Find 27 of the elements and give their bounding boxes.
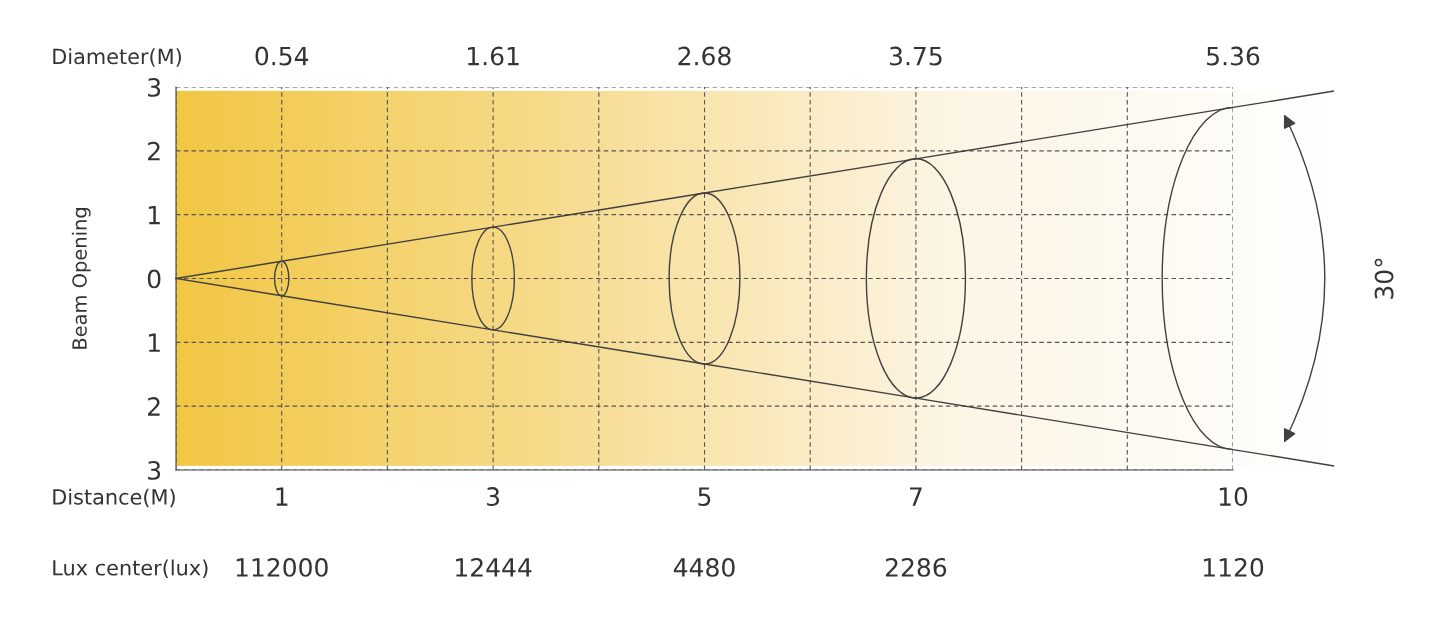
text: 0.54 — [255, 46, 309, 66]
text: 3.75 — [889, 46, 942, 66]
x-tick-label: 10 — [1219, 487, 1248, 507]
y-axis-title: Beam Opening — [71, 208, 91, 349]
y-tick-label: 1 — [148, 333, 160, 352]
x-tick-label: 5 — [698, 487, 711, 507]
x-axis-title: Distance(M) — [53, 488, 175, 508]
text: 1.61 — [468, 46, 519, 66]
y-tick-label: 3 — [148, 460, 161, 480]
x-tick-label: 3 — [487, 487, 500, 507]
text: 12444 — [456, 557, 532, 577]
x-tick-label: 1 — [276, 487, 288, 506]
text: 2286 — [885, 557, 947, 577]
text: 2.68 — [678, 46, 731, 66]
y-tick-label: 3 — [148, 77, 161, 97]
text: Diameter(M) — [53, 48, 181, 67]
text: 5.36 — [1207, 46, 1260, 66]
text: Lux center(lux) — [53, 559, 208, 579]
text: 30° — [1374, 258, 1394, 299]
y-tick-label: 1 — [148, 205, 160, 225]
y-tick-label: 0 — [147, 269, 161, 289]
text: 112000 — [236, 557, 328, 577]
x-tick-label: 7 — [910, 487, 922, 506]
text: 4480 — [673, 557, 735, 577]
y-tick-label: 2 — [148, 397, 160, 416]
text: 1120 — [1203, 557, 1264, 577]
y-tick-label: 2 — [148, 141, 160, 161]
